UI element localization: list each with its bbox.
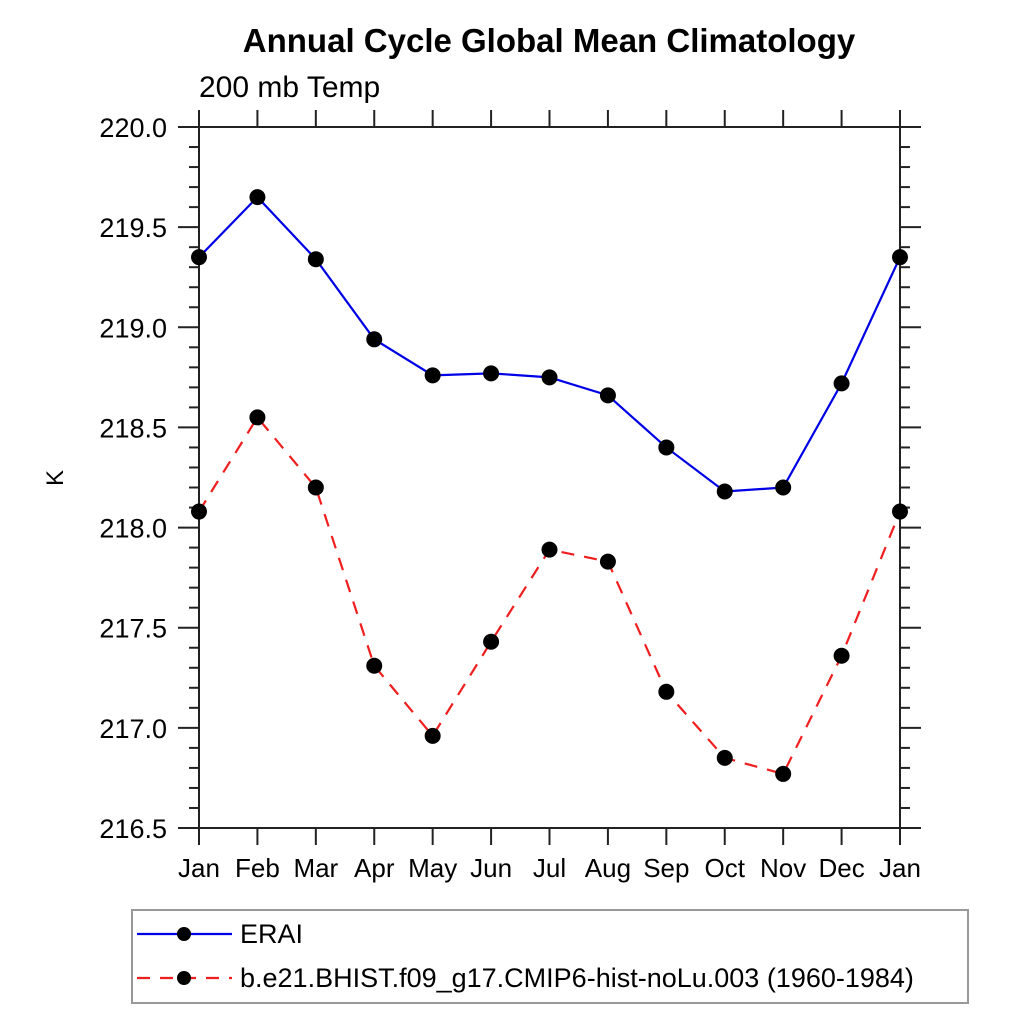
data-point-marker <box>424 367 441 384</box>
data-point-marker <box>716 749 733 766</box>
data-point-marker <box>716 483 733 500</box>
x-tick-label: Mar <box>293 853 338 883</box>
y-tick-label: 217.0 <box>99 714 167 744</box>
x-tick-label: Oct <box>705 853 746 883</box>
data-point-marker <box>483 365 500 382</box>
data-point-marker <box>833 647 850 664</box>
data-point-marker <box>307 251 324 268</box>
x-tick-label: Jun <box>470 853 512 883</box>
legend-label-model: b.e21.BHIST.f09_g17.CMIP6-hist-noLu.003 … <box>240 963 914 993</box>
data-point-marker <box>892 503 908 520</box>
legend-box <box>131 909 969 1004</box>
legend-label-erai: ERAI <box>240 919 303 949</box>
series-line-0 <box>198 195 901 493</box>
data-point-marker <box>775 765 792 782</box>
data-point-marker <box>775 479 792 496</box>
y-axis-label: K <box>42 470 69 486</box>
data-point-marker <box>366 331 383 348</box>
data-point-marker <box>541 541 558 558</box>
chart-subtitle: 200 mb Temp <box>199 71 380 104</box>
x-tick-label: Jan <box>178 853 220 883</box>
data-point-marker <box>599 387 616 404</box>
x-tick-label: Jan <box>879 853 921 883</box>
series-line-1 <box>198 415 902 776</box>
series-markers <box>191 189 908 782</box>
x-tick-label: Aug <box>585 853 631 883</box>
legend-samples <box>137 927 232 985</box>
data-point-marker <box>892 249 908 266</box>
data-point-marker <box>833 375 850 392</box>
y-tick-label: 218.0 <box>99 514 167 544</box>
plot-border <box>198 126 901 829</box>
chart-title: Annual Cycle Global Mean Climatology <box>243 22 856 59</box>
x-tick-label: Nov <box>760 853 806 883</box>
y-tick-label: 219.0 <box>99 313 167 343</box>
legend-sample-marker-1 <box>177 971 191 985</box>
x-tick-label: Apr <box>354 853 395 883</box>
x-tick-label: May <box>408 853 457 883</box>
data-point-marker <box>307 479 324 496</box>
data-point-marker <box>366 657 383 674</box>
data-point-marker <box>249 409 266 426</box>
axis-ticks <box>178 110 921 845</box>
legend: ERAI b.e21.BHIST.f09_g17.CMIP6-hist-noLu… <box>131 909 969 1004</box>
x-tick-label: Sep <box>643 853 689 883</box>
x-tick-label: Feb <box>235 853 280 883</box>
legend-sample-marker-0 <box>177 927 191 941</box>
y-tick-label: 218.5 <box>99 413 167 443</box>
x-tick-label: Dec <box>818 853 864 883</box>
data-point-marker <box>191 249 207 266</box>
x-tick-labels: Jan Feb Mar Apr May Jun Jul Aug Sep Oct Nov Dec Jan <box>178 853 921 883</box>
data-point-marker <box>599 553 616 570</box>
data-point-marker <box>249 189 266 206</box>
data-point-marker <box>541 369 558 386</box>
x-tick-label: Jul <box>533 853 566 883</box>
plot-frame <box>198 126 901 829</box>
y-tick-label: 216.5 <box>99 814 167 844</box>
y-tick-label: 220.0 <box>99 113 167 143</box>
y-tick-label: 217.5 <box>99 614 167 644</box>
data-point-marker <box>658 683 675 700</box>
data-point-marker <box>483 633 500 650</box>
data-point-marker <box>658 439 675 456</box>
data-point-marker <box>424 727 441 744</box>
series-lines <box>198 195 902 776</box>
y-tick-labels: 216.5 217.0 217.5 218.0 218.5 219.0 219.5 220.0 <box>99 113 167 844</box>
y-tick-label: 219.5 <box>99 213 167 243</box>
data-point-marker <box>191 503 207 520</box>
